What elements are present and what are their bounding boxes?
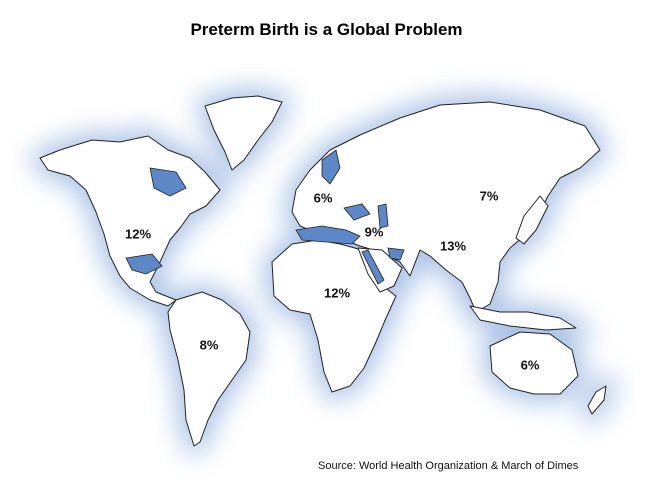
greenland-landmass bbox=[204, 95, 283, 171]
southeast-asia-islands bbox=[469, 305, 577, 331]
south-asia-rate-label: 13% bbox=[439, 238, 467, 254]
oceania-rate-label: 6% bbox=[520, 357, 540, 373]
baltic-sea-water bbox=[321, 149, 341, 185]
australia-landmass bbox=[489, 331, 579, 395]
caspian-sea-water bbox=[377, 203, 389, 229]
new-zealand-landmass bbox=[587, 385, 607, 415]
gulf-of-mexico-water bbox=[125, 253, 163, 275]
black-sea-water bbox=[343, 203, 371, 221]
east-asia-rate-label: 7% bbox=[479, 188, 499, 204]
hudson-bay-water bbox=[149, 167, 187, 197]
africa-rate-label: 12% bbox=[323, 285, 351, 301]
south-america-rate-label: 8% bbox=[199, 337, 219, 353]
africa-landmass bbox=[271, 239, 397, 393]
south-america-landmass bbox=[167, 291, 251, 447]
europe-rate-label: 6% bbox=[313, 190, 333, 206]
middle-east-rate-label: 9% bbox=[364, 224, 384, 240]
japan-landmass bbox=[515, 195, 549, 245]
mediterranean-sea-water bbox=[295, 225, 361, 245]
map-title: Preterm Birth is a Global Problem bbox=[190, 20, 463, 39]
north-america-rate-label: 12% bbox=[124, 226, 152, 242]
source-note: Source: World Health Organization & Marc… bbox=[318, 460, 579, 472]
red-sea-water bbox=[361, 249, 385, 285]
persian-gulf-water bbox=[387, 247, 405, 261]
